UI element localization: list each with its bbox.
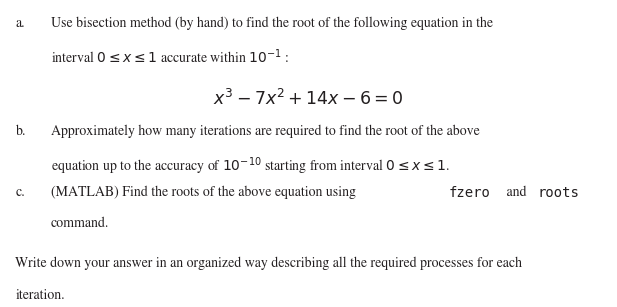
Text: Write down your answer in an organized way describing all the required processes: Write down your answer in an organized w… <box>15 256 523 270</box>
Text: c.: c. <box>15 186 25 199</box>
Text: iteration.: iteration. <box>15 289 65 302</box>
Text: roots: roots <box>537 186 579 200</box>
Text: $x^3-7x^2+14x-6=0$: $x^3-7x^2+14x-6=0$ <box>213 89 404 109</box>
Text: and: and <box>502 186 529 199</box>
Text: equation up to the accuracy of $10^{-10}$ starting from interval $0\leq x\leq 1$: equation up to the accuracy of $10^{-10}… <box>51 155 450 177</box>
Text: Approximately how many iterations are required to find the root of the above: Approximately how many iterations are re… <box>51 124 479 138</box>
Text: (MATLAB) Find the roots of the above equation using: (MATLAB) Find the roots of the above equ… <box>51 186 359 199</box>
Text: Use bisection method (by hand) to find the root of the following equation in the: Use bisection method (by hand) to find t… <box>51 17 492 30</box>
Text: interval $0\leq x\leq 1$ accurate within $10^{-1}$ :: interval $0\leq x\leq 1$ accurate within… <box>51 48 289 66</box>
Text: command.: command. <box>51 216 109 230</box>
Text: a.: a. <box>15 17 25 30</box>
Text: fzero: fzero <box>449 186 491 200</box>
Text: b.: b. <box>15 124 26 138</box>
